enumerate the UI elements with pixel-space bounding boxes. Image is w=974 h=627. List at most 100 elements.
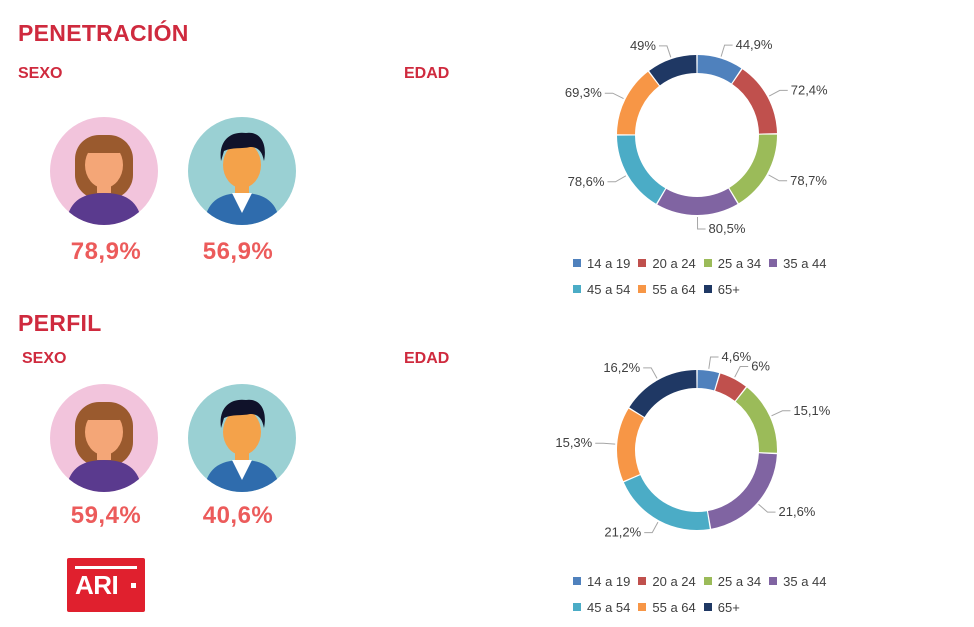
female-avatar-icon <box>50 384 158 492</box>
legend-swatch <box>703 259 712 267</box>
donut-slice-25-a-34 <box>735 387 777 453</box>
legend-item: 35 a 44 <box>769 568 827 594</box>
legend-item: 45 a 54 <box>573 276 630 302</box>
legend-label: 45 a 54 <box>587 281 631 297</box>
donut-slice-20-a-24 <box>732 69 777 134</box>
donut-slice-14-a-19 <box>697 55 742 84</box>
legend-label: 65+ <box>717 281 740 297</box>
leader-line <box>768 89 788 97</box>
legend-label: 55 a 64 <box>652 281 696 297</box>
penetracion-edad-donut-chart: 44,9% 72,4% 78,7% 80,5% 78,6% 69,3% 49% <box>565 37 828 236</box>
donut-slice-14-a-19 <box>697 370 720 391</box>
donut-slice-25-a-34 <box>729 134 777 204</box>
legend-item: 20 a 24 <box>638 250 696 276</box>
data-label: 16,2% <box>603 360 640 375</box>
donut-slice-65-plus <box>649 55 697 86</box>
perfil-male-pct: 40,6% <box>202 502 274 529</box>
legend-item: 45 a 54 <box>573 594 630 620</box>
data-label: 15,1% <box>793 403 830 418</box>
legend-swatch <box>703 285 712 293</box>
data-label: 21,6% <box>779 504 816 519</box>
legend-label: 20 a 24 <box>652 573 696 589</box>
penetracion-edad-legend: 14 a 19 20 a 24 25 a 34 35 a 44 45 a 54 55 a … <box>573 250 863 302</box>
legend-item: 25 a 34 <box>703 568 762 594</box>
legend-item: 20 a 24 <box>638 568 696 594</box>
legend-swatch <box>573 577 581 585</box>
data-label: 21,2% <box>604 525 641 540</box>
data-label: 4,6% <box>722 349 752 364</box>
legend-label: 25 a 34 <box>717 255 762 271</box>
leader-line <box>644 521 659 534</box>
legend-swatch <box>573 285 581 293</box>
donut-slice-35-a-44 <box>657 188 738 216</box>
donut-slice-65-plus <box>629 370 697 417</box>
data-label: 69,3% <box>565 85 602 100</box>
legend-label: 25 a 34 <box>717 573 762 589</box>
legend-swatch <box>703 603 712 611</box>
legend-swatch <box>638 285 647 293</box>
leader-line <box>658 45 672 58</box>
legend-item: 55 a 64 <box>638 594 696 620</box>
leader-line <box>768 174 788 182</box>
legend-item: 65+ <box>703 276 740 302</box>
legend-label: 65+ <box>717 599 740 615</box>
legend-label: 35 a 44 <box>783 573 827 589</box>
ari-logo: ARI <box>67 558 145 612</box>
legend-swatch <box>769 577 778 585</box>
leader-line <box>607 175 627 183</box>
leader-line <box>696 216 706 230</box>
legend-item: 35 a 44 <box>769 250 827 276</box>
perfil-edad-label: EDAD <box>404 350 450 367</box>
legend-swatch <box>703 577 712 585</box>
logo-bar <box>75 566 137 569</box>
leader-line <box>758 503 776 513</box>
perfil-female-pct: 59,4% <box>70 502 142 529</box>
legend-label: 20 a 24 <box>652 255 696 271</box>
female-avatar-icon <box>50 117 158 225</box>
perfil-title: PERFIL <box>18 310 102 336</box>
legend-item: 14 a 19 <box>573 250 630 276</box>
data-label: 78,7% <box>790 173 827 188</box>
donut-slice-45-a-54 <box>623 475 710 530</box>
leader-line <box>734 366 749 378</box>
data-label: 78,6% <box>568 174 605 189</box>
legend-item: 25 a 34 <box>703 250 762 276</box>
data-label: 6% <box>751 359 770 374</box>
legend-swatch <box>769 259 778 267</box>
perfil-sexo-label: SEXO <box>22 350 67 367</box>
legend-swatch <box>638 577 647 585</box>
perfil-edad-donut-chart: 4,6%6% 15,1% 21,6% 21,2% 15,3% 16,2% <box>555 349 830 540</box>
leader-line <box>720 44 733 57</box>
legend-label: 35 a 44 <box>783 255 827 271</box>
penetracion-sexo-label: SEXO <box>18 65 63 82</box>
penetracion-male-pct: 56,9% <box>202 238 274 265</box>
legend-item: 55 a 64 <box>638 276 696 302</box>
penetracion-title: PENETRACIÓN <box>18 20 189 46</box>
leader-line <box>643 367 658 379</box>
data-label: 72,4% <box>791 82 828 97</box>
logo-dot <box>131 583 136 588</box>
male-avatar-icon <box>188 384 296 492</box>
legend-item: 65+ <box>703 594 740 620</box>
perfil-edad-legend: 14 a 19 20 a 24 25 a 34 35 a 44 45 a 54 55 a … <box>573 568 863 620</box>
data-label: 44,9% <box>736 37 773 52</box>
legend-label: 14 a 19 <box>587 573 631 589</box>
penetracion-female-pct: 78,9% <box>70 238 142 265</box>
male-avatar-icon <box>188 117 296 225</box>
legend-label: 45 a 54 <box>587 599 631 615</box>
penetracion-edad-label: EDAD <box>404 65 450 82</box>
legend-label: 55 a 64 <box>652 599 696 615</box>
data-label: 80,5% <box>709 221 746 236</box>
legend-item: 14 a 19 <box>573 568 630 594</box>
legend-swatch <box>638 603 647 611</box>
donut-slice-45-a-54 <box>617 135 666 204</box>
data-label: 15,3% <box>555 435 592 450</box>
donut-slice-55-a-64 <box>617 408 644 482</box>
data-label: 49% <box>630 38 656 53</box>
legend-swatch <box>573 603 581 611</box>
donut-slice-20-a-24 <box>715 373 746 401</box>
donut-slice-35-a-44 <box>708 453 777 529</box>
leader-line <box>708 356 719 369</box>
leader-line <box>771 410 791 417</box>
legend-label: 14 a 19 <box>587 255 631 271</box>
